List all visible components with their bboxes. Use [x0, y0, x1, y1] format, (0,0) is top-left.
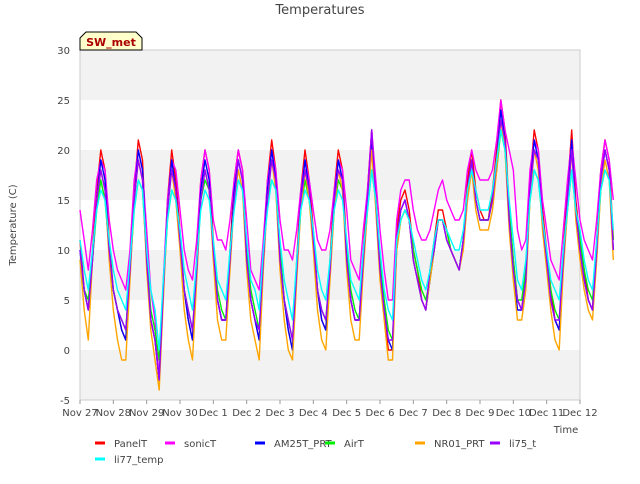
x-axis-label: Time: [553, 425, 578, 436]
x-tick-label: Dec 6: [366, 408, 395, 419]
series-lines: [79, 99, 614, 391]
x-tick-label: Dec 10: [496, 408, 531, 419]
x-tick-label: Dec 7: [399, 408, 428, 419]
y-tick-label: 20: [57, 146, 70, 157]
annotation-shape: [79, 31, 143, 51]
background-bands: [80, 50, 580, 400]
x-tick-label: Nov 28: [96, 408, 131, 419]
plot-frame: [79, 49, 581, 401]
annotation-label: SW_met: [86, 36, 136, 49]
x-tick-label: Dec 11: [529, 408, 564, 419]
x-tick-label: Dec 9: [466, 408, 495, 419]
y-tick-label: 10: [57, 246, 70, 257]
y-ticks: -5 0 5 10 15 20 25 30: [57, 46, 70, 407]
x-tick-label: Dec 12: [562, 408, 597, 419]
x-tick-label: Dec 8: [432, 408, 461, 419]
chart-title: Temperatures: [274, 3, 364, 18]
x-tick-label: Dec 2: [232, 408, 261, 419]
x-tick-label: Nov 29: [129, 408, 164, 419]
grid-band: [80, 350, 580, 400]
y-tick-label: 30: [57, 46, 70, 57]
grid-band: [80, 50, 580, 100]
legend-label: li77_temp: [114, 455, 163, 466]
legend-label: PanelT: [114, 439, 148, 450]
x-tick-label: Dec 1: [199, 408, 228, 419]
x-tick-label: Nov 30: [162, 408, 197, 419]
y-tick-label: 5: [64, 296, 70, 307]
legend-label: sonicT: [184, 439, 217, 450]
legend-label: li75_t: [509, 439, 536, 450]
y-tick-label: 15: [57, 196, 70, 207]
x-tick-label: Dec 4: [299, 408, 328, 419]
y-tick-label: 0: [64, 346, 70, 357]
y-tick-label: -5: [60, 396, 70, 407]
x-tick-label: Dec 5: [332, 408, 361, 419]
series-line-li77-temp: [79, 129, 614, 351]
y-tick-label: 25: [57, 96, 70, 107]
legend-label: AM25T_PRT: [274, 439, 333, 450]
legend-label: NR01_PRT: [434, 439, 485, 450]
legend-label: AirT: [344, 439, 365, 450]
x-tick-label: Dec 3: [266, 408, 295, 419]
series-line-li75-t: [79, 119, 614, 381]
legend: PanelT sonicT AM25T_PRT AirT NR01_PRT li75_tl…: [95, 439, 536, 466]
annotation-box: SW_met: [79, 31, 143, 51]
y-axis-label: Temperature (C): [8, 184, 19, 266]
x-tick-label: Nov 27: [62, 408, 97, 419]
